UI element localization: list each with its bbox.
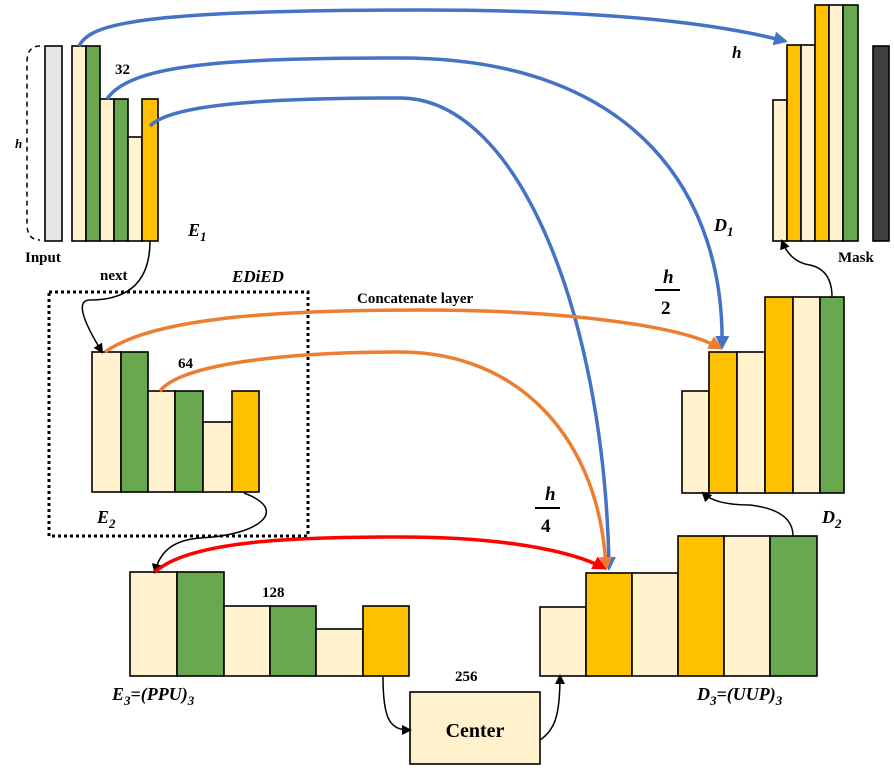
center-channels-label: 256 <box>455 669 478 685</box>
input-height-label: h <box>15 136 22 151</box>
flow-arrows <box>81 239 833 741</box>
flow-arrow-e3-to-center <box>382 676 412 735</box>
skip-orange-e2-to-d2 <box>103 308 723 354</box>
e1-block-3 <box>99 98 115 242</box>
e3-block-5 <box>315 628 364 677</box>
ediED-box <box>47 290 310 538</box>
e3-block-1 <box>129 571 178 677</box>
decoder-d2: D2 h 2 <box>655 267 845 531</box>
d1-block-5 <box>828 4 844 242</box>
flow-arrow-d3-to-d2 <box>701 491 794 537</box>
e1-block-2 <box>85 45 101 242</box>
e3-block-6 <box>362 605 410 677</box>
skip-orange-e2-to-d3 <box>158 350 613 571</box>
d2-size-numerator: h <box>663 267 674 288</box>
e3-channels-label: 128 <box>262 585 285 601</box>
decoder-d1: Mask D1 h <box>713 4 890 266</box>
mask-label: Mask <box>838 250 874 266</box>
d2-block-6 <box>819 296 845 494</box>
d2-block-2 <box>708 351 738 494</box>
e3-stage-label: E3=(PPU)3 <box>111 684 195 708</box>
flow-arrow-e2-to-e3 <box>151 492 267 574</box>
d1-block-1 <box>772 99 788 242</box>
e1-channels-label: 32 <box>115 62 130 78</box>
e1-block-5 <box>127 136 143 242</box>
d3-size-denominator: 4 <box>541 516 551 537</box>
e2-block-4 <box>174 390 204 493</box>
input-label: Input <box>25 250 61 266</box>
d2-size-denominator: 2 <box>661 298 671 319</box>
e3-block-3 <box>223 605 271 677</box>
d1-block-4 <box>814 4 830 242</box>
input-group: h Input <box>15 45 63 266</box>
e1-block-4 <box>113 98 129 242</box>
d1-block-3 <box>800 44 816 242</box>
flow-arrow-center-to-d3 <box>539 674 565 741</box>
mask-output-bar <box>872 45 890 242</box>
d2-block-5 <box>792 296 821 494</box>
center-label: Center <box>446 720 505 742</box>
ediED-label: EDiED <box>231 267 284 286</box>
d1-size-label: h <box>732 43 741 62</box>
input-image-bar <box>44 45 63 242</box>
encoder-e2: EDiED 64 E2 next <box>47 267 310 538</box>
next-label: next <box>100 268 128 284</box>
center-block-group: Center 256 <box>409 669 541 765</box>
e2-block-6 <box>231 390 260 493</box>
d3-block-5 <box>723 535 771 677</box>
e2-block-1 <box>91 351 122 493</box>
skip-connections <box>77 8 788 574</box>
e3-block-2 <box>176 571 225 677</box>
d3-block-3 <box>631 572 679 677</box>
input-height-brace <box>26 45 41 241</box>
d3-stage-label: D3=(UUP)3 <box>696 684 783 708</box>
encoder-e1: 32 E1 <box>71 45 207 244</box>
e3-block-4 <box>269 605 317 677</box>
d3-block-4 <box>677 535 725 677</box>
center-block <box>409 691 541 765</box>
d2-stage-label: D2 <box>821 507 842 531</box>
e1-block-1 <box>71 45 87 242</box>
e2-block-3 <box>147 390 176 493</box>
e2-block-2 <box>120 351 149 493</box>
decoder-d3: D3=(UUP)3 h 4 <box>535 484 818 708</box>
e1-stage-label: E1 <box>187 220 207 244</box>
d3-block-2 <box>585 572 633 677</box>
e2-channels-label: 64 <box>178 356 194 372</box>
d3-block-1 <box>539 606 587 677</box>
e2-stage-label: E2 <box>96 507 116 531</box>
encoder-e3: 128 E3=(PPU)3 <box>111 571 410 708</box>
d2-block-1 <box>681 390 710 494</box>
skip-blue-e1-to-d3 <box>148 96 616 571</box>
d3-block-6 <box>769 535 818 677</box>
d1-block-2 <box>786 44 802 242</box>
flow-arrow-e1-to-e2 <box>81 240 151 354</box>
d3-size-numerator: h <box>545 484 556 505</box>
flow-arrow-d2-to-d1 <box>780 239 833 298</box>
d2-block-3 <box>736 351 766 494</box>
e2-block-5 <box>202 421 233 493</box>
skip-blue-e1-to-d2 <box>105 56 730 350</box>
skip-blue-e1-to-d1 <box>77 8 788 47</box>
d1-block-6 <box>842 4 859 242</box>
skip-red-e3-to-d3 <box>153 535 607 574</box>
d1-stage-label: D1 <box>713 215 734 239</box>
d2-block-4 <box>764 296 794 494</box>
concatenate-layer-label: Concatenate layer <box>357 291 474 307</box>
